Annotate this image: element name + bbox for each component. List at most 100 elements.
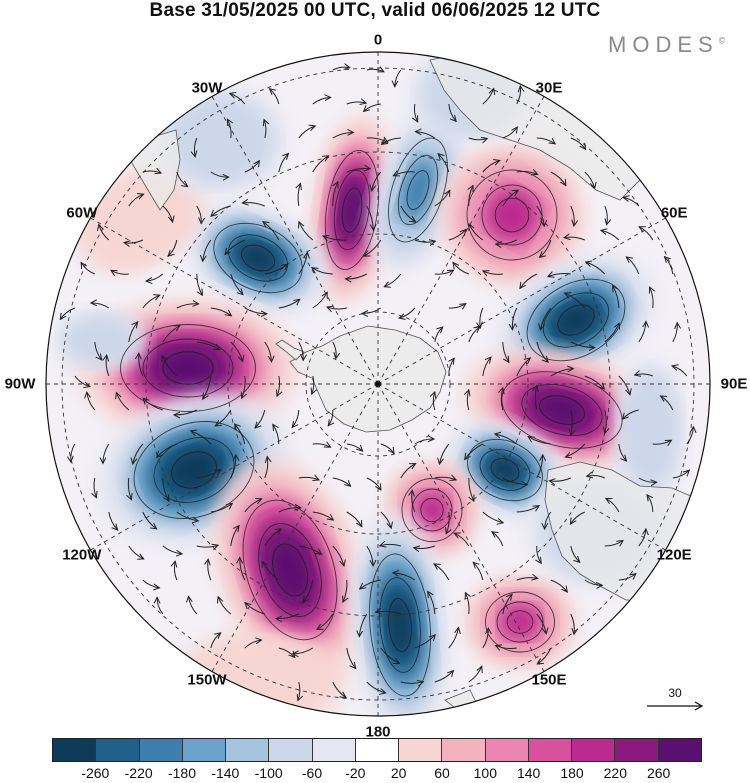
contour-line <box>388 598 412 652</box>
wind-arrow <box>215 409 232 426</box>
wind-arrow <box>545 511 552 529</box>
wind-arrow <box>440 443 450 464</box>
wind-arrow <box>332 67 350 71</box>
wind-arrow <box>448 229 466 241</box>
wind-arrow <box>146 273 164 281</box>
wind-arrow <box>468 327 480 343</box>
wind-arrow <box>346 511 362 527</box>
colorbar-segment <box>528 739 573 761</box>
colorbar-segment <box>53 739 97 761</box>
wind-arrow <box>278 508 301 513</box>
wind-arrow <box>298 681 300 701</box>
wind-arrow <box>210 171 229 177</box>
wind-arrow <box>244 499 262 513</box>
wind-arrow <box>549 477 571 481</box>
wind-arrow <box>495 645 517 648</box>
wind-arrow <box>414 546 435 548</box>
wind-arrow <box>502 594 512 615</box>
wind-arrow <box>245 603 265 615</box>
wind-arrow <box>366 477 381 490</box>
wind-arrow <box>230 526 239 547</box>
wind-arrow <box>60 307 75 319</box>
antarctic-peninsula <box>275 339 305 361</box>
wind-arrow <box>516 86 521 105</box>
wind-arrow <box>194 137 196 157</box>
wind-arrow <box>298 126 315 139</box>
wind-arrow <box>196 273 203 295</box>
wind-arrow <box>400 464 416 479</box>
wind-arrow <box>638 477 657 482</box>
wind-arrow <box>81 263 95 275</box>
wind-arrow <box>652 440 672 444</box>
wind-arrow <box>584 171 595 189</box>
wind-arrow <box>255 409 266 428</box>
contour-line <box>485 591 555 653</box>
wind-arrow <box>312 292 327 309</box>
colorbar-tick-label: -20 <box>345 765 366 781</box>
colorbar-segment <box>485 739 529 761</box>
wind-arrow <box>448 304 466 308</box>
wind-arrow <box>647 495 654 513</box>
wind-arrow <box>312 444 331 447</box>
wind-arrow <box>366 545 373 566</box>
wind-arrow <box>550 579 568 592</box>
wind-arrow <box>162 356 178 377</box>
wind-arrow <box>328 409 333 426</box>
wind-arrow <box>623 197 640 207</box>
wind-arrow <box>162 205 173 222</box>
wind-arrow <box>360 579 381 589</box>
colorbar-segment <box>355 739 400 761</box>
longitude-label-lon-90e: 90E <box>720 375 748 393</box>
wind-arrow <box>512 307 518 330</box>
wind-arrow <box>454 533 470 547</box>
wind-arrow <box>564 237 585 241</box>
wind-arrow <box>235 424 246 445</box>
wind-arrow <box>613 286 620 309</box>
wind-arrow <box>492 532 504 547</box>
wind-arrow <box>400 205 416 222</box>
wind-arrow <box>346 273 368 279</box>
contour-line <box>120 324 256 412</box>
colorbar-segment <box>269 739 313 761</box>
reference-vector: 30 <box>645 686 705 716</box>
reference-arrow-icon <box>647 701 704 711</box>
wind-arrow <box>433 392 435 411</box>
wind-arrow <box>496 239 518 244</box>
longitude-label-lon-120w: 120W <box>62 546 102 564</box>
wind-arrow <box>227 119 231 139</box>
wind-arrow <box>586 262 606 275</box>
contour-line <box>397 154 439 226</box>
wind-arrow <box>601 230 620 241</box>
longitude-label-lon-30w: 30W <box>191 79 223 97</box>
wind-arrow <box>468 138 488 140</box>
wind-arrow <box>317 613 334 630</box>
wind-arrow <box>157 597 164 615</box>
colorbar-segment <box>96 739 140 761</box>
wind-arrow <box>191 431 212 445</box>
wind-arrow <box>570 205 574 226</box>
logo-copyright-mark: © <box>718 35 726 46</box>
wind-arrow <box>393 172 415 176</box>
wind-arrow <box>298 341 303 360</box>
wind-arrow <box>516 506 539 513</box>
wind-arrow <box>686 427 694 445</box>
wind-arrow <box>469 186 473 207</box>
wind-arrow <box>414 635 435 649</box>
contour-line <box>162 351 214 385</box>
wind-arrow <box>473 562 484 581</box>
wind-arrow <box>142 579 160 588</box>
wind-arrow <box>346 168 370 173</box>
colorbar-labels: -260 -220 -180 -140 -100 -60 -20 20 60 100 140 180 2… <box>0 765 750 783</box>
wind-arrow <box>303 579 314 602</box>
wind-arrow <box>495 434 518 445</box>
wind-arrow <box>622 409 639 419</box>
wind-arrow <box>528 437 551 445</box>
wind-arrow <box>482 88 494 105</box>
wind-arrow <box>346 443 363 451</box>
wind-arrow <box>71 443 76 462</box>
wind-arrow <box>99 224 110 241</box>
colorbar-tick-label: 180 <box>560 765 584 781</box>
wind-arrow <box>142 171 161 173</box>
wind-arrow <box>516 171 538 174</box>
